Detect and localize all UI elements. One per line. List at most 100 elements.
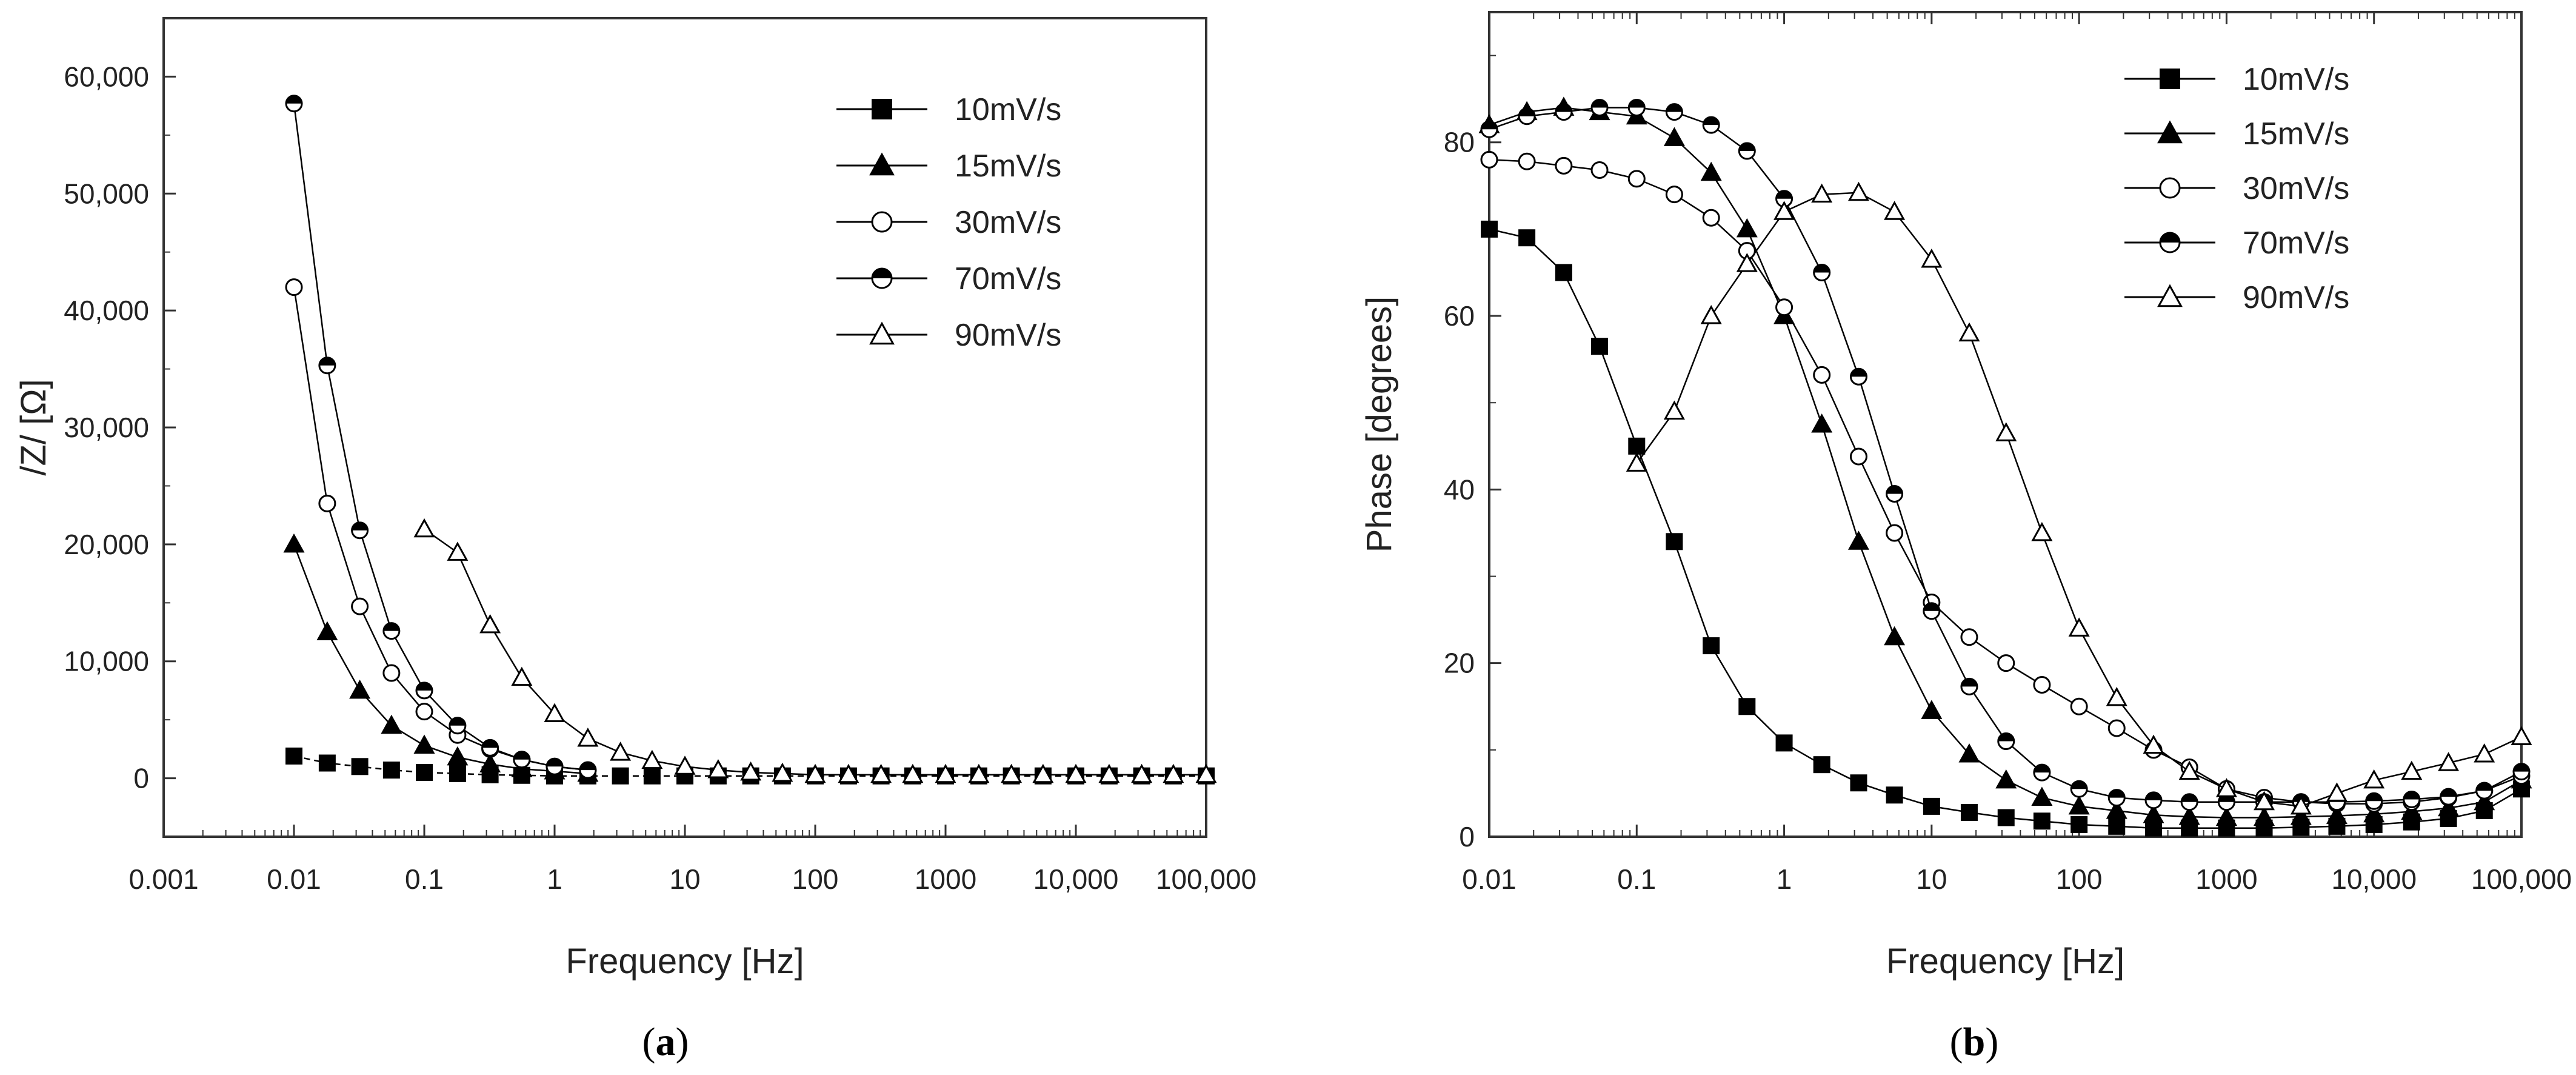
y-axis-title-a: /Z/ [Ω]	[14, 379, 53, 475]
x-tick-label-a: 10,000	[1033, 863, 1119, 895]
legend-label-a-2: 15mV/s	[955, 149, 1061, 184]
x-tick-label-a: 10	[669, 863, 700, 895]
data-point-a-3	[351, 597, 369, 615]
data-point-a-5	[413, 518, 435, 538]
data-point-b-4	[1923, 602, 1941, 620]
data-point-b-2	[1663, 127, 1685, 147]
data-point-b-1	[1481, 220, 1498, 238]
data-point-b-1	[2108, 817, 2126, 835]
data-point-b-2	[1958, 743, 1980, 763]
data-point-b-5	[2326, 782, 2347, 802]
x-tick-label-a: 0.1	[405, 863, 444, 895]
data-point-b-5	[2290, 795, 2312, 815]
series-a-4	[285, 95, 597, 779]
data-point-b-3	[1886, 524, 1904, 542]
data-point-b-1	[1886, 786, 1903, 804]
data-point-b-4	[2440, 788, 2458, 806]
data-point-b-2	[2068, 795, 2090, 815]
data-point-b-5	[1663, 400, 1685, 420]
x-tick-label-b: 0.1	[1617, 863, 1656, 895]
data-point-b-4	[1555, 103, 1573, 121]
data-point-b-4	[1960, 677, 1978, 695]
data-point-a-5	[968, 763, 990, 783]
data-point-b-3	[1849, 447, 1867, 466]
y-tick-label-a: 30,000	[64, 412, 149, 443]
data-point-b-5	[1847, 181, 1869, 201]
legend-label-a-1: 10mV/s	[955, 92, 1061, 127]
data-point-b-5	[1811, 183, 1833, 203]
data-point-b-4	[2403, 790, 2421, 808]
data-point-a-4	[285, 95, 303, 113]
data-point-b-1	[1997, 809, 2015, 826]
x-tick-label-b: 10	[1916, 863, 1947, 895]
data-point-a-5	[577, 727, 599, 747]
data-point-b-3	[1480, 150, 1498, 169]
data-point-b-2	[1847, 531, 1869, 550]
data-point-a-5	[772, 762, 793, 782]
data-point-a-1	[285, 747, 302, 765]
data-point-b-1	[1738, 698, 1756, 715]
data-point-a-5	[707, 759, 729, 779]
data-point-b-1	[1775, 734, 1793, 752]
data-point-a-1	[351, 758, 369, 775]
data-point-b-3	[1775, 298, 1794, 316]
data-point-a-4	[351, 521, 369, 540]
x-tick-label-b: 0.01	[1462, 863, 1517, 895]
data-point-a-5	[1098, 763, 1120, 783]
x-axis-title-a: Frequency [Hz]	[566, 942, 804, 981]
legend-label-a-3: 30mV/s	[955, 205, 1061, 240]
legend-marker-a-3	[871, 211, 893, 233]
data-point-b-3	[2070, 697, 2088, 715]
data-point-a-4	[382, 622, 401, 640]
data-point-a-1	[382, 762, 400, 779]
data-point-b-5	[1700, 305, 1722, 324]
data-point-a-2	[349, 679, 371, 699]
data-point-b-5	[1958, 322, 1980, 342]
data-point-b-2	[1921, 700, 1943, 719]
data-point-a-3	[318, 494, 336, 512]
data-point-b-4	[2107, 789, 2126, 807]
legend-label-b-1: 10mV/s	[2243, 62, 2349, 97]
data-point-b-4	[1480, 120, 1498, 138]
legend-marker-b-5	[2157, 284, 2183, 307]
series-b-4	[1480, 98, 2531, 811]
data-point-b-1	[1813, 756, 1830, 774]
data-point-b-2	[1995, 769, 2017, 789]
data-point-b-2	[2031, 786, 2053, 806]
data-point-a-2	[479, 753, 501, 772]
data-point-b-1	[1591, 338, 1609, 355]
y-tick-label-b: 40	[1444, 474, 1475, 505]
data-point-b-5	[1626, 452, 1647, 472]
data-point-a-3	[382, 664, 401, 682]
data-point-a-5	[740, 761, 762, 781]
plot-frame-b	[1488, 11, 2523, 838]
y-tick-label-a: 0	[133, 763, 149, 794]
data-point-b-2	[2254, 806, 2275, 826]
data-point-a-5	[479, 614, 501, 634]
data-point-a-5	[674, 755, 696, 775]
data-point-b-3	[1702, 209, 1720, 227]
data-point-b-3	[1813, 366, 1831, 384]
data-point-b-4	[1665, 103, 1683, 121]
x-tick-label-b: 1	[1777, 863, 1792, 895]
data-point-b-5	[2143, 734, 2164, 754]
data-point-a-5	[902, 763, 924, 783]
data-point-b-1	[1518, 229, 1536, 247]
y-tick-label-a: 20,000	[64, 529, 149, 560]
data-point-b-2	[2178, 806, 2200, 825]
data-point-a-4	[481, 738, 499, 757]
data-point-b-4	[2512, 763, 2531, 781]
data-point-b-4	[1849, 367, 1867, 386]
data-point-a-2	[413, 734, 435, 754]
data-point-b-5	[1995, 422, 2017, 441]
data-point-a-1	[416, 763, 433, 781]
legend-marker-b-3	[2159, 177, 2181, 199]
legend-marker-a-2	[869, 152, 895, 176]
data-point-a-2	[381, 714, 402, 734]
x-tick-label-a: 0.001	[128, 863, 198, 895]
legend-marker-a-5	[869, 321, 895, 345]
legend-marker-a-4	[871, 267, 893, 289]
data-point-b-5	[2401, 760, 2423, 780]
